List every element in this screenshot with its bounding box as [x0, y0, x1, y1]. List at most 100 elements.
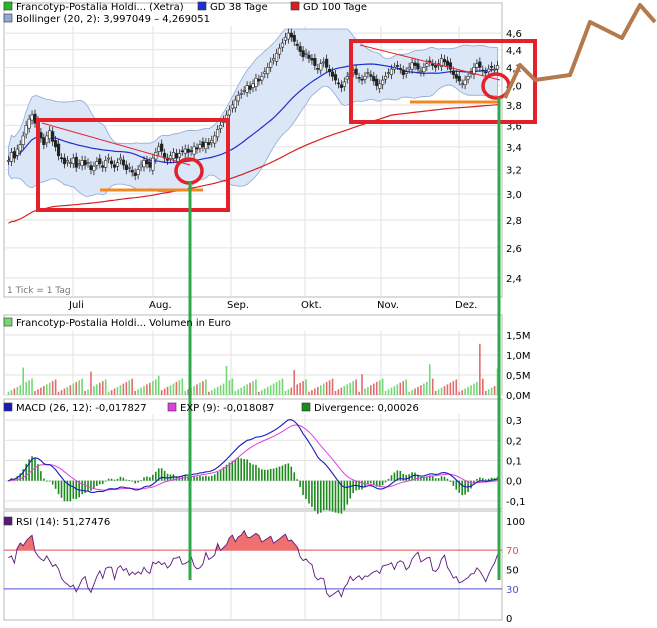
volume-bar: [196, 384, 198, 395]
divergence-bar: [128, 480, 131, 481]
volume-bar: [205, 379, 207, 395]
candle-body: [230, 104, 234, 109]
candle-body: [186, 148, 190, 153]
volume-bar: [202, 381, 204, 395]
divergence-bar: [216, 471, 219, 481]
volume-bar: [314, 388, 316, 395]
volume-bar: [154, 379, 157, 395]
candle-body: [398, 68, 402, 70]
volume-bar: [240, 387, 243, 395]
y-tick-label: 2,6: [506, 244, 522, 255]
divergence-bar: [458, 480, 461, 493]
volume-bar: [440, 387, 443, 395]
divergence-bar: [455, 480, 458, 490]
candle-body: [59, 157, 64, 160]
volume-bar: [255, 379, 257, 395]
legend-swatch: [3, 1, 13, 11]
volume-bar: [334, 390, 337, 395]
legend-swatch: [3, 13, 13, 23]
candle-body: [9, 152, 14, 162]
volume-bar: [431, 378, 434, 395]
volume-bar: [225, 365, 228, 395]
candle-body: [204, 142, 208, 150]
candle-body: [413, 62, 417, 66]
candle-body: [280, 42, 285, 48]
divergence-bar: [314, 480, 316, 511]
candle-body: [216, 129, 220, 138]
y-tick-label: 3,4: [506, 143, 522, 154]
divergence-bar: [187, 476, 189, 481]
volume-bar: [305, 379, 307, 395]
divergence-bar: [431, 476, 434, 481]
divergence-bar: [284, 464, 287, 481]
candle-body: [434, 65, 438, 68]
y-tick-label: 0,2: [506, 436, 522, 447]
candle-body: [360, 78, 364, 81]
volume-bar: [81, 378, 83, 395]
volume-bar: [57, 391, 60, 395]
divergence-bar: [222, 467, 225, 481]
candle-body: [6, 160, 11, 162]
candle-body: [109, 160, 114, 165]
candle-body: [142, 160, 146, 168]
volume-bar: [411, 390, 413, 395]
volume-bar: [325, 381, 328, 395]
volume-bar: [152, 381, 154, 395]
volume-bar: [246, 384, 248, 395]
volume-bar: [311, 390, 313, 395]
divergence-bar: [464, 480, 466, 495]
macd-line: [8, 419, 498, 494]
volume-bar: [51, 381, 54, 395]
legend-label: Francotyp-Postalia Holdi... (Xetra): [16, 2, 184, 13]
candle-body: [310, 58, 314, 61]
volume-bar: [125, 381, 128, 395]
candle-body: [98, 158, 102, 165]
volume-bar: [308, 391, 310, 395]
volume-bar: [384, 390, 387, 395]
divergence-bar: [449, 480, 452, 482]
candle-body: [227, 109, 232, 116]
volume-bar: [66, 386, 69, 395]
candle-body: [401, 69, 405, 75]
volume-bar: [84, 390, 86, 395]
y-tick-label: 0,1: [506, 456, 522, 467]
volume-bar: [34, 390, 36, 395]
volume-bar: [119, 385, 122, 395]
candle-body: [68, 162, 72, 164]
divergence-bar: [72, 480, 75, 499]
volume-bar: [22, 367, 25, 395]
volume-bar: [399, 382, 402, 395]
candle-body: [490, 65, 494, 68]
divergence-bar: [375, 480, 378, 487]
candle-body: [272, 58, 276, 61]
divergence-bar: [352, 480, 354, 494]
volume-bar: [60, 390, 63, 395]
divergence-bar: [45, 480, 48, 482]
candle-body: [80, 160, 84, 167]
divergence-bar: [149, 477, 151, 481]
volume-bar: [414, 388, 416, 395]
volume-bar: [261, 390, 263, 395]
candle-body: [342, 81, 346, 87]
volume-bar: [87, 389, 89, 395]
volume-bar: [216, 386, 219, 395]
trend-line-right: [359, 44, 501, 81]
divergence-bar: [470, 480, 472, 489]
candle-body: [475, 63, 479, 68]
volume-bar: [228, 380, 231, 395]
divergence-bar: [116, 478, 119, 481]
y-tick-label: 1,5M: [506, 331, 531, 342]
volume-bar: [75, 381, 78, 395]
volume-bar: [54, 379, 57, 395]
volume-bar: [184, 390, 187, 395]
divergence-bar: [246, 459, 248, 481]
candle-body: [42, 137, 46, 145]
divergence-bar: [87, 480, 89, 491]
y-tick-label: 30: [506, 585, 519, 596]
volume-bar: [381, 378, 384, 395]
divergence-bar: [337, 480, 340, 514]
divergence-bar: [328, 480, 331, 511]
volume-bar: [175, 381, 178, 395]
divergence-bar: [16, 476, 19, 481]
candle-body: [345, 76, 349, 80]
